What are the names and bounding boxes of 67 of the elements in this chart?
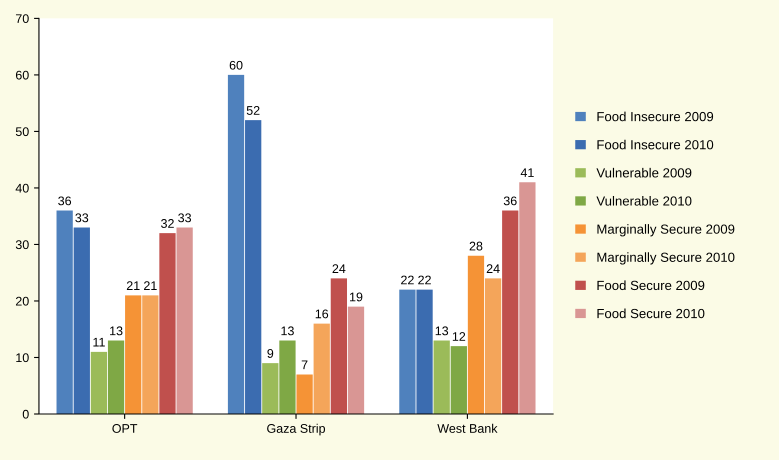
- legend-label: Food Secure 2010: [597, 308, 704, 318]
- bar: [245, 120, 262, 414]
- x-tick-label: West Bank: [437, 424, 498, 433]
- bar: [108, 340, 124, 414]
- data-label: 21: [144, 281, 157, 290]
- bar: [314, 324, 330, 414]
- legend-label: Vulnerable 2009: [596, 168, 692, 178]
- y-tick-label: 10: [16, 353, 29, 362]
- data-label: 60: [230, 60, 242, 70]
- bar: [125, 295, 142, 414]
- y-tick-label: 20: [16, 296, 29, 306]
- x-tick-label: OPT: [112, 424, 138, 433]
- data-label: 28: [470, 242, 482, 251]
- legend-label: Food Secure 2009: [597, 280, 704, 290]
- data-label: 13: [110, 326, 122, 336]
- bar: [348, 306, 364, 414]
- data-label: 33: [75, 213, 88, 222]
- bar: [519, 182, 536, 414]
- bar: [279, 340, 296, 414]
- y-tick-label: 40: [16, 184, 29, 193]
- bar: [228, 74, 244, 414]
- bar: [434, 340, 450, 414]
- legend-label: Marginally Secure 2009: [597, 224, 734, 236]
- bar: [90, 352, 108, 414]
- bar: [468, 256, 484, 414]
- legend-label: Marginally Secure 2010: [597, 252, 734, 265]
- bar: [176, 228, 193, 414]
- bar: [399, 290, 416, 414]
- data-label: 41: [520, 168, 534, 177]
- y-tick-label: 70: [16, 14, 29, 24]
- bar: [484, 278, 502, 414]
- y-tick-label: 60: [16, 70, 29, 80]
- data-label: 52: [246, 106, 260, 115]
- data-label: 13: [281, 326, 294, 336]
- data-label: 7: [302, 360, 308, 370]
- data-label: 36: [58, 196, 72, 206]
- data-label: 22: [418, 276, 431, 284]
- y-tick-label: 30: [16, 240, 29, 250]
- y-tick-label: 50: [16, 127, 29, 136]
- bar: [142, 295, 158, 414]
- x-tick-label: Gaza Strip: [267, 424, 326, 436]
- legend-label: Food Insecure 2010: [597, 140, 714, 150]
- data-label: 11: [93, 338, 105, 346]
- bar: [450, 346, 467, 414]
- bar: [296, 374, 313, 414]
- data-label: 21: [126, 281, 140, 290]
- bar: [416, 290, 433, 414]
- data-label: 13: [436, 326, 448, 336]
- data-label: 22: [401, 276, 414, 284]
- bar: [159, 233, 176, 414]
- data-label: 16: [316, 309, 328, 318]
- data-label: 19: [350, 292, 362, 302]
- bar: [262, 363, 278, 414]
- legend-label: Food Insecure 2009: [597, 112, 714, 122]
- data-label: 24: [332, 264, 346, 273]
- data-label: 12: [452, 332, 466, 341]
- data-label: 9: [267, 349, 274, 358]
- legend-label: Vulnerable 2010: [596, 196, 692, 206]
- y-tick-label: 0: [22, 410, 29, 419]
- bar: [502, 210, 518, 414]
- data-label: 36: [504, 196, 517, 206]
- bar: [330, 278, 348, 414]
- bar: [56, 210, 73, 414]
- bar: [74, 228, 90, 414]
- data-label: 24: [486, 264, 500, 273]
- data-label: 32: [161, 219, 174, 228]
- data-label: 33: [178, 213, 192, 222]
